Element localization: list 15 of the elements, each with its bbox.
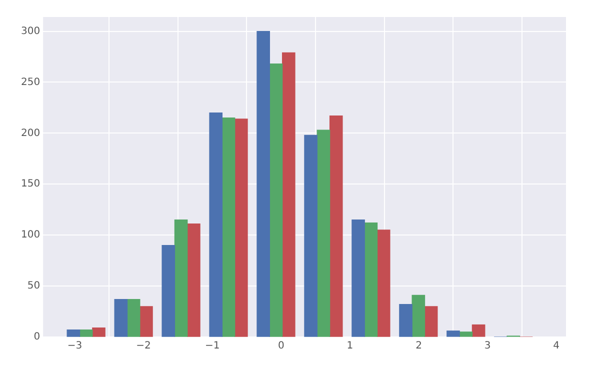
- x-tick-label: −1: [204, 340, 220, 352]
- x-tick-label: −3: [67, 340, 82, 352]
- x-tick-label: −2: [136, 340, 151, 352]
- y-tick-label: 50: [27, 280, 40, 292]
- y-tick-label: 250: [20, 76, 40, 88]
- y-tick-label: 200: [20, 128, 40, 139]
- x-tick-label: 0: [278, 340, 284, 352]
- y-tick-label: 300: [20, 26, 40, 37]
- x-tick-label: 1: [346, 340, 354, 352]
- x-tick-label: 2: [416, 340, 422, 352]
- y-tick-label: 150: [20, 178, 40, 190]
- y-tick-label: 100: [20, 230, 40, 241]
- y-tick-label: 0: [34, 332, 40, 343]
- x-tick-label: 3: [484, 340, 491, 352]
- x-tick-label: 4: [553, 340, 560, 352]
